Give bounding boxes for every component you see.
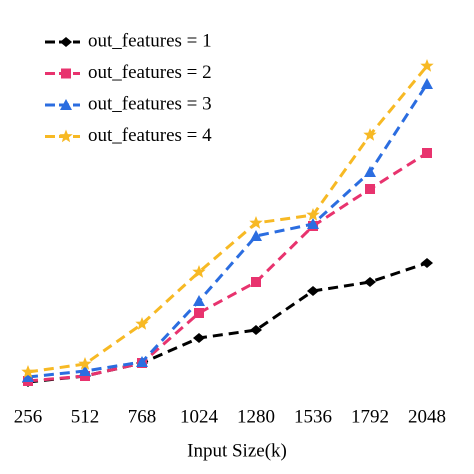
series-line (27, 83, 429, 379)
legend-marker (60, 37, 72, 47)
marker (251, 277, 261, 287)
legend-label: out_features = 1 (88, 30, 212, 51)
marker (250, 230, 262, 241)
marker (364, 166, 376, 177)
marker (421, 258, 433, 268)
marker (193, 333, 205, 343)
x-tick-label: 256 (14, 406, 43, 427)
marker (420, 59, 434, 72)
marker (363, 128, 377, 141)
marker (193, 295, 205, 306)
legend-label: out_features = 4 (88, 125, 212, 146)
x-tick-label: 768 (128, 406, 157, 427)
marker (364, 277, 376, 287)
legend-marker (59, 129, 73, 143)
marker (22, 371, 34, 382)
marker (194, 308, 204, 318)
x-tick-label: 1280 (237, 406, 275, 427)
x-tick-label: 1792 (351, 406, 389, 427)
x-axis-label: Input Size(k) (187, 440, 287, 461)
series-line (27, 151, 428, 383)
x-tick-label: 1536 (294, 406, 332, 427)
series-line (27, 65, 429, 374)
marker (365, 184, 375, 194)
marker (249, 216, 263, 229)
x-tick-label: 1024 (180, 406, 219, 427)
legend-label: out_features = 2 (88, 62, 212, 83)
marker (421, 78, 433, 89)
legend-marker (60, 99, 72, 110)
marker (136, 356, 148, 367)
marker (422, 148, 432, 158)
legend-marker (61, 68, 71, 79)
marker (250, 325, 262, 335)
marker (192, 265, 206, 278)
marker (135, 317, 149, 330)
x-tick-label: 2048 (408, 406, 446, 427)
marker (78, 357, 92, 370)
legend-label: out_features = 3 (88, 93, 212, 114)
marker (307, 218, 319, 229)
marker (21, 365, 35, 378)
marker (79, 365, 91, 376)
x-tick-label: 512 (71, 406, 100, 427)
marker (307, 286, 319, 296)
marker (306, 208, 320, 221)
